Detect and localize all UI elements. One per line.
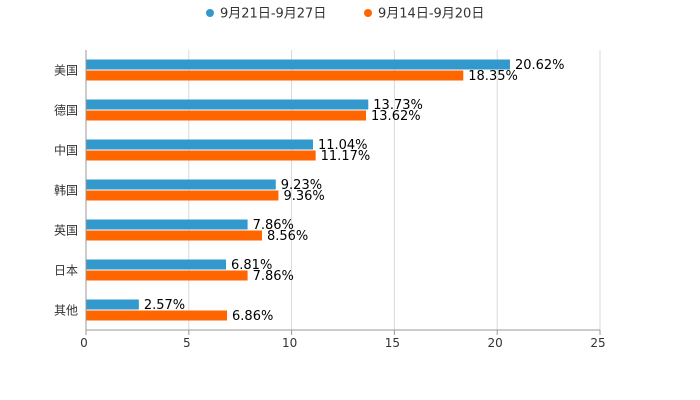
x-tick-label: 25 (590, 336, 605, 350)
bar-2-4[interactable] (86, 190, 279, 201)
bars (86, 59, 510, 321)
data-label: 7.86% (253, 218, 294, 233)
x-tick-label: 0 (80, 336, 88, 350)
data-label: 18.35% (468, 69, 518, 84)
bar-1-6[interactable] (86, 259, 227, 270)
data-label: 20.62% (515, 58, 565, 73)
grid-lines (188, 50, 601, 330)
data-label: 7.86% (253, 269, 294, 284)
bar-1-7[interactable] (86, 299, 139, 310)
data-label: 6.86% (232, 309, 273, 324)
data-label: 9.36% (283, 189, 324, 204)
category-label: 德国 (54, 103, 78, 118)
bar-1-3[interactable] (86, 139, 313, 150)
bar-2-6[interactable] (86, 270, 248, 281)
data-label: 13.62% (371, 109, 421, 124)
bar-2-3[interactable] (86, 150, 316, 161)
bar-2-1[interactable] (86, 70, 464, 81)
data-label: 8.56% (267, 229, 308, 244)
x-tick-label: 5 (183, 336, 191, 350)
x-tick-label: 10 (282, 336, 297, 350)
legend-item-2[interactable]: 9月14日-9月20日 (364, 7, 484, 22)
category-label: 其他 (54, 304, 78, 318)
legend-label: 9月14日-9月20日 (378, 7, 484, 22)
bar-2-5[interactable] (86, 230, 262, 241)
category-label: 中国 (54, 143, 78, 158)
category-label: 美国 (54, 64, 78, 78)
legend-marker (206, 9, 214, 17)
data-label: 9.23% (281, 178, 322, 193)
data-label: 6.81% (231, 258, 272, 273)
bar-2-7[interactable] (86, 310, 228, 321)
x-tick-label: 15 (385, 336, 400, 350)
legend-marker (364, 9, 372, 17)
bar-2-2[interactable] (86, 110, 367, 121)
bar-1-1[interactable] (86, 59, 510, 70)
bar-1-2[interactable] (86, 99, 369, 110)
category-label: 英国 (54, 224, 78, 238)
labels: 20.62%18.35% 美国 13.73%13.62% 德国 11.04%11.17%… (54, 58, 565, 324)
legend-label: 9月21日-9月27日 (220, 7, 326, 22)
bar-1-4[interactable] (86, 179, 276, 190)
bar-1-5[interactable] (86, 219, 248, 230)
data-label: 11.04% (318, 138, 368, 153)
data-label: 2.57% (144, 298, 185, 313)
category-label: 韩国 (54, 183, 78, 198)
legend-item-1[interactable]: 9月21日-9月27日 (206, 7, 326, 22)
data-label: 11.17% (321, 149, 371, 164)
x-tick-label: 20 (488, 336, 503, 350)
axes: 0 5 10 15 20 25 (80, 50, 606, 350)
data-label: 13.73% (373, 98, 423, 113)
legend: 9月21日-9月27日 9月14日-9月20日 (206, 7, 484, 22)
category-label: 日本 (54, 264, 78, 278)
